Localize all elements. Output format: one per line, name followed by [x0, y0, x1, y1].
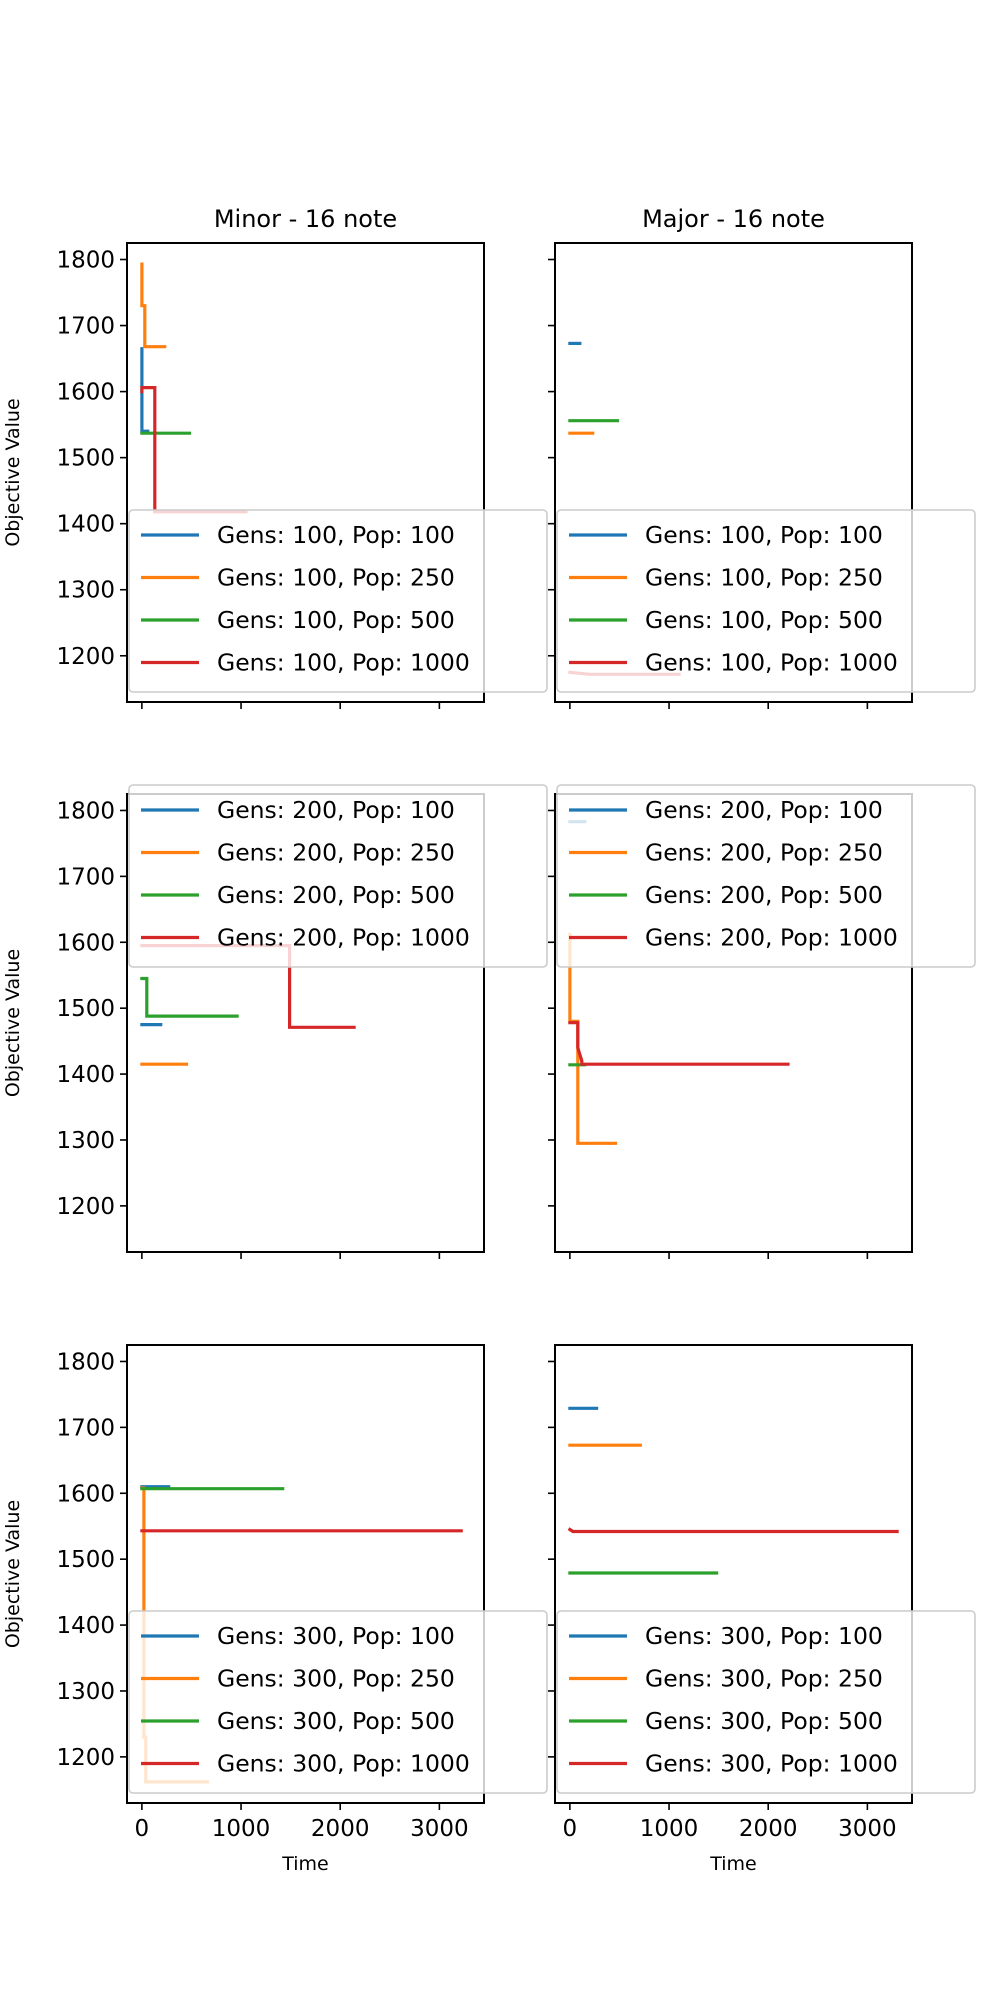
subplot-minor-gens300: 1200 1300 1400 1500 1600 1700 1800 0 1000 2000 300… [2, 1344, 548, 1875]
legend: Gens: 100, Pop: 100 Gens: 100, Pop: 250 Ge… [128, 509, 548, 693]
x-tick-label: 3000 [838, 1816, 897, 1842]
y-tick-label: 1200 [56, 644, 115, 670]
y-tick-label: 1200 [56, 1745, 115, 1771]
y-tick-label: 1700 [56, 1415, 115, 1441]
series-line-4 [568, 1021, 790, 1066]
legend-box [128, 784, 548, 968]
series-line-2 [140, 262, 167, 349]
y-tick-label: 1300 [56, 578, 115, 604]
legend-box [556, 509, 976, 693]
y-tick-label: 1700 [56, 864, 115, 890]
subplot-grid: Minor - 16 note1200130014001500160017001… [2, 205, 976, 1875]
legend: Gens: 200, Pop: 100 Gens: 200, Pop: 250 Ge… [128, 784, 548, 968]
legend-entry: Gens: 200, Pop: 1000 [217, 924, 470, 952]
legend-box [556, 784, 976, 968]
legend-box [128, 1610, 548, 1794]
y-tick-label: 1400 [56, 1613, 115, 1639]
subplot-minor-gens200: 1200 1300 1400 1500 1600 1700 1800 Objective Va… [2, 784, 548, 1259]
legend: Gens: 100, Pop: 100 Gens: 100, Pop: 250 Ge… [556, 509, 976, 693]
legend-entry: Gens: 300, Pop: 250 [645, 1665, 883, 1693]
legend-entry: Gens: 100, Pop: 1000 [217, 649, 470, 677]
x-axis-title: Time [709, 1853, 757, 1875]
legend-entry: Gens: 100, Pop: 1000 [645, 649, 898, 677]
legend-entry: Gens: 100, Pop: 500 [217, 606, 455, 634]
y-axis-title: Objective Value [2, 398, 24, 546]
series-line-1 [140, 347, 150, 433]
legend-entry: Gens: 200, Pop: 500 [645, 881, 883, 909]
y-tick-label: 1300 [56, 1128, 115, 1154]
y-tick-label: 1500 [56, 996, 115, 1022]
axes-frame [554, 1344, 913, 1804]
x-tick-label: 0 [135, 1816, 150, 1842]
legend-entry: Gens: 100, Pop: 250 [217, 564, 455, 592]
legend-entry: Gens: 200, Pop: 250 [645, 839, 883, 867]
series-line-3 [140, 976, 239, 1018]
legend-entry: Gens: 300, Pop: 500 [645, 1707, 883, 1735]
legend-entry: Gens: 300, Pop: 500 [217, 1707, 455, 1735]
subplot-major-gens200: Gens: 200, Pop: 100 Gens: 200, Pop: 250 Ge… [548, 784, 976, 1259]
y-tick-label: 1700 [56, 314, 115, 340]
y-tick-label: 1400 [56, 512, 115, 538]
legend-entry: Gens: 300, Pop: 100 [217, 1622, 455, 1650]
x-tick-label: 2000 [311, 1816, 370, 1842]
x-tick-label: 1000 [212, 1816, 271, 1842]
legend: Gens: 300, Pop: 100 Gens: 300, Pop: 250 Ge… [128, 1610, 548, 1794]
axes-frame [126, 242, 485, 703]
column-title: Major - 16 note [642, 205, 825, 233]
legend-entry: Gens: 200, Pop: 100 [217, 796, 455, 824]
column-title: Minor - 16 note [214, 205, 397, 233]
legend-entry: Gens: 100, Pop: 500 [645, 606, 883, 634]
y-tick-label: 1800 [56, 798, 115, 824]
legend: Gens: 200, Pop: 100 Gens: 200, Pop: 250 Ge… [556, 784, 976, 968]
y-tick-label: 1200 [56, 1194, 115, 1220]
legend-entry: Gens: 100, Pop: 100 [217, 521, 455, 549]
series-lines [567, 1406, 899, 1575]
x-tick-label: 3000 [410, 1816, 469, 1842]
x-tick-label: 2000 [739, 1816, 798, 1842]
legend-entry: Gens: 300, Pop: 100 [645, 1622, 883, 1650]
legend-entry: Gens: 100, Pop: 250 [645, 564, 883, 592]
y-tick-label: 1500 [56, 1547, 115, 1573]
x-tick-label: 0 [563, 1816, 578, 1842]
subplot-minor-gens100: Minor - 16 note 1200 1300 1400 1500 1600 1700 1… [2, 205, 548, 709]
y-tick-label: 1800 [56, 248, 115, 274]
legend-box [128, 509, 548, 693]
y-tick-label: 1600 [56, 930, 115, 956]
legend-box [556, 1610, 976, 1794]
y-tick-label: 1800 [56, 1349, 115, 1375]
legend-entry: Gens: 300, Pop: 250 [217, 1665, 455, 1693]
y-axis-title: Objective Value [2, 1500, 24, 1648]
y-tick-label: 1500 [56, 446, 115, 472]
y-tick-label: 1300 [56, 1679, 115, 1705]
legend-entry: Gens: 300, Pop: 1000 [645, 1750, 898, 1778]
legend-entry: Gens: 200, Pop: 100 [645, 796, 883, 824]
legend-entry: Gens: 100, Pop: 100 [645, 521, 883, 549]
y-axis-title: Objective Value [2, 949, 24, 1097]
x-tick-label: 1000 [640, 1816, 699, 1842]
legend: Gens: 300, Pop: 100 Gens: 300, Pop: 250 Ge… [556, 1610, 976, 1794]
legend-entry: Gens: 200, Pop: 250 [217, 839, 455, 867]
x-axis-title: Time [281, 1853, 329, 1875]
axes-frame [126, 1344, 485, 1804]
axes-frame [554, 242, 913, 703]
legend-entry: Gens: 200, Pop: 500 [217, 881, 455, 909]
y-tick-label: 1400 [56, 1062, 115, 1088]
y-tick-label: 1600 [56, 380, 115, 406]
series-line-4 [567, 1527, 899, 1534]
y-tick-label: 1600 [56, 1481, 115, 1507]
legend-entry: Gens: 200, Pop: 1000 [645, 924, 898, 952]
legend-entry: Gens: 300, Pop: 1000 [217, 1750, 470, 1778]
